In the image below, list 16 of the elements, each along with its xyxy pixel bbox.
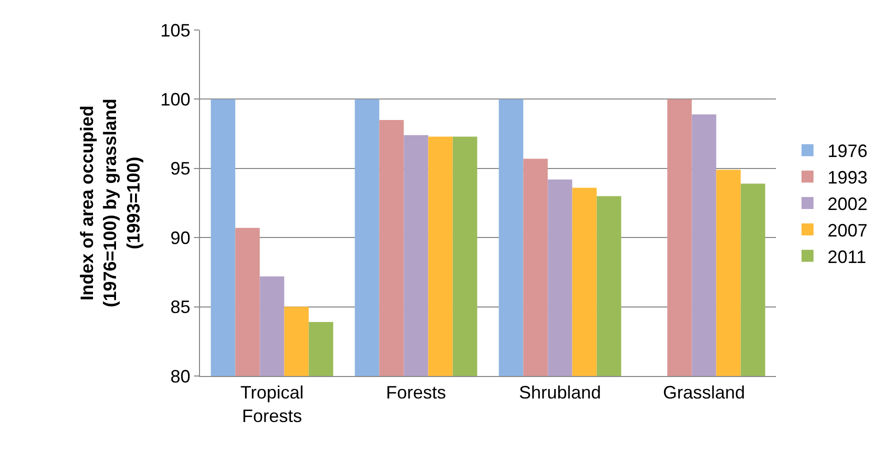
y-tick-label: 90: [170, 228, 190, 248]
x-tick-label: Grassland: [662, 382, 746, 403]
legend-label: 2007: [828, 220, 868, 240]
y-tick-label: 100: [160, 90, 190, 110]
legend-label: 2011: [828, 246, 866, 267]
legend-label: 1976: [828, 141, 868, 162]
x-tick-label: Shrubland: [518, 382, 602, 403]
legend-label: 2002: [828, 194, 868, 214]
y-tick-label: 105: [160, 20, 190, 40]
y-tick-label: 85: [170, 297, 190, 318]
x-tick-label: Tropical Forests: [240, 382, 304, 426]
y-tick-label: 95: [170, 158, 190, 179]
legend-label: 1993: [828, 168, 868, 188]
y-axis-title: Index of area occupied (1976=100) by grassland (1993=100): [76, 98, 144, 308]
y-tick-label: 80: [170, 366, 190, 386]
x-tick-label: Forests: [386, 382, 446, 403]
